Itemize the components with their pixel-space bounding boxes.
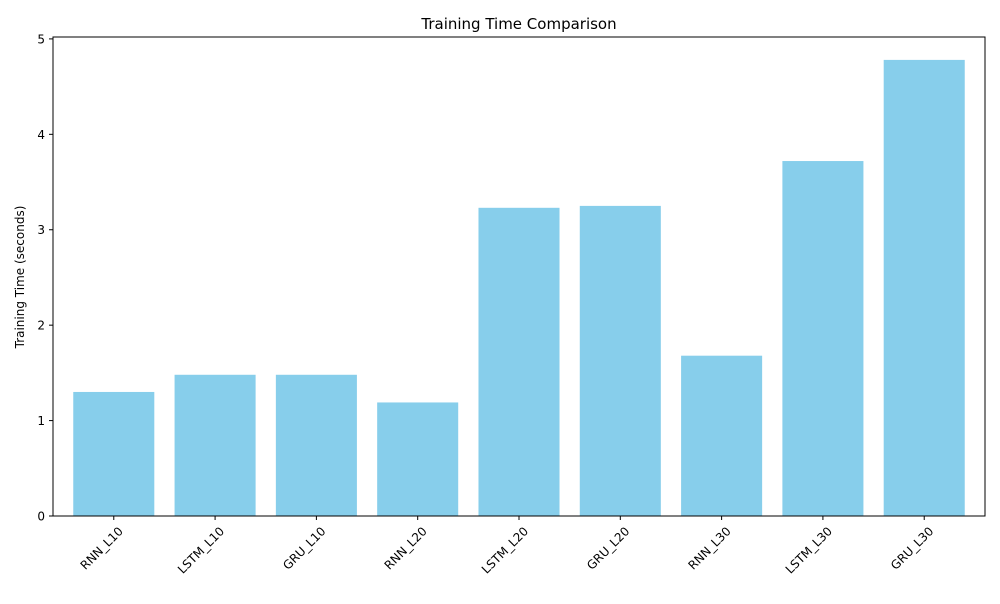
y-tick-label: 3 [37, 223, 45, 237]
bars-group [73, 59, 965, 517]
y-ticks-group: 0 1 2 3 4 5 [37, 32, 53, 524]
bar-GRU_L20 [579, 205, 661, 516]
y-tick-label: 0 [37, 510, 45, 524]
bar-LSTM_L10 [174, 374, 256, 516]
axes-frame [52, 36, 986, 517]
bar-LSTM_L30 [782, 161, 864, 517]
bar-GRU_L30 [883, 59, 965, 517]
bar-RNN_L30 [681, 355, 763, 516]
bar-RNN_L10 [73, 391, 155, 516]
y-tick-label: 1 [37, 414, 45, 428]
y-tick-label: 5 [37, 32, 45, 46]
y-tick-label: 4 [37, 128, 45, 142]
y-axis-label: Training Time (seconds) [13, 206, 27, 350]
y-tick-label: 2 [37, 319, 45, 333]
plot-border [52, 36, 986, 517]
bar-RNN_L20 [377, 402, 459, 516]
bar-LSTM_L20 [478, 207, 560, 517]
bar-GRU_L10 [275, 374, 357, 516]
chart-title: Training Time Comparison [420, 15, 616, 33]
